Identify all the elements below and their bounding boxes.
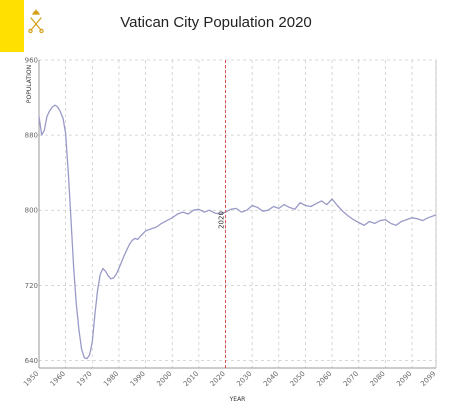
marker-label: 2020 bbox=[218, 211, 226, 229]
vatican-flag bbox=[0, 0, 48, 52]
x-tick-label: 2020 bbox=[209, 370, 227, 388]
y-axis-title: POPULATION bbox=[26, 65, 33, 103]
x-tick-label: 2030 bbox=[235, 370, 253, 388]
x-tick-label: 1970 bbox=[75, 370, 93, 388]
chart-series bbox=[38, 104, 437, 360]
x-axis-title: YEAR bbox=[229, 396, 246, 403]
x-tick-label: 2010 bbox=[182, 370, 200, 388]
x-tick-label: 2090 bbox=[395, 370, 413, 388]
year-marker: 2020 bbox=[218, 60, 227, 368]
x-tick-label: 1960 bbox=[49, 370, 67, 388]
y-tick-label: 720 bbox=[25, 282, 38, 290]
x-tick-label: 1950 bbox=[22, 370, 40, 388]
keys-emblem-icon bbox=[28, 9, 44, 34]
x-tick-label: 2000 bbox=[155, 370, 173, 388]
y-tick-label: 880 bbox=[25, 132, 38, 140]
x-tick-label: 2050 bbox=[289, 370, 307, 388]
x-tick-label: 1980 bbox=[102, 370, 120, 388]
flag-yellow-stripe bbox=[0, 0, 24, 52]
x-tick-label: 2099 bbox=[419, 370, 437, 388]
y-tick-label: 800 bbox=[25, 207, 38, 215]
chart-axes: 1950 1960 1970 1980 1990 2000 2010 2020 2030 2040… bbox=[22, 57, 437, 389]
chart-title: Vatican City Population 2020 bbox=[120, 14, 312, 31]
flag-white-stripe bbox=[24, 0, 48, 52]
y-tick-label: 640 bbox=[25, 357, 38, 365]
population-series-line bbox=[38, 104, 437, 360]
x-tick-label: 2060 bbox=[315, 370, 333, 388]
x-tick-label: 1990 bbox=[129, 370, 147, 388]
x-tick-label: 2080 bbox=[369, 370, 387, 388]
y-tick-label: 960 bbox=[25, 57, 38, 65]
x-tick-label: 2040 bbox=[262, 370, 280, 388]
chart-grid bbox=[38, 59, 437, 368]
x-tick-label: 2070 bbox=[342, 370, 360, 388]
